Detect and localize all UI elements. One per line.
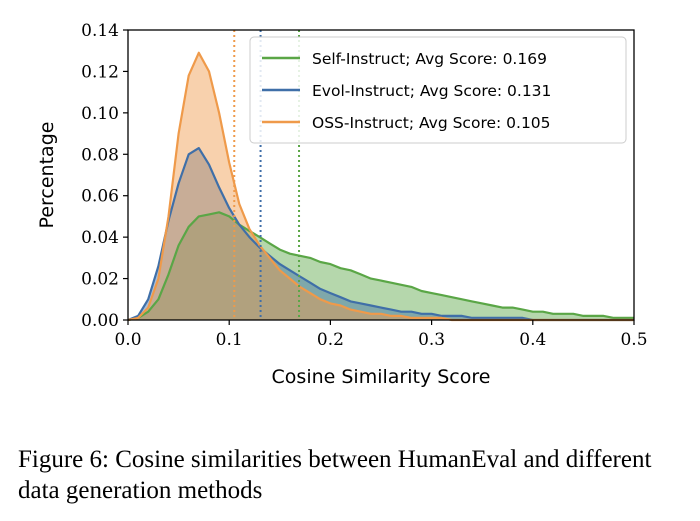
y-tick-label: 0.02 [81,270,119,290]
y-tick-label: 0.00 [81,311,119,331]
legend-label-series-2: OSS-Instruct; Avg Score: 0.105 [312,114,551,132]
legend-label-series-0: Self-Instruct; Avg Score: 0.169 [312,50,547,68]
cosine-similarity-chart: 0.0 0.1 0.2 0.3 0.4 0.5 0.000.020.040.060.080… [36,21,648,388]
x-tick-label: 0.3 [418,330,445,350]
x-tick-label: 0.4 [519,330,546,350]
figure-caption: Figure 6: Cosine similarities between Hu… [18,446,652,504]
y-tick-label: 0.08 [81,145,119,165]
area-fill-series-1 [128,148,634,320]
y-tick-label: 0.10 [81,104,119,124]
plot-frame [127,29,635,321]
y-tick-label: 0.04 [81,228,119,248]
x-tick-label: 0.2 [317,330,344,350]
legend: Self-Instruct; Avg Score: 0.169 Evol-Inst… [249,36,627,144]
line-series-0 [127,211,634,322]
x-tick-label: 0.1 [216,330,243,350]
x-axis-label: Cosine Similarity Score [272,366,491,388]
y-axis-label: Percentage [36,122,58,229]
legend-label-series-1: Evol-Instruct; Avg Score: 0.131 [312,82,551,100]
y-tick-label: 0.14 [81,21,119,41]
x-tick-label: 0.5 [620,330,647,350]
area-fill-series-2 [128,52,634,321]
y-axis-ticks: 0.00 0.02 0.04 0.06 0.08 0.10 0.12 0.14 [81,21,128,331]
y-tick-label: 0.12 [81,62,119,82]
average-markers [233,30,301,320]
legend-box [249,36,627,144]
y-tick-label: 0.06 [81,187,119,207]
x-axis-ticks: 0.0 0.1 0.2 0.3 0.4 0.5 [114,320,648,350]
x-tick-label: 0.0 [114,330,141,350]
